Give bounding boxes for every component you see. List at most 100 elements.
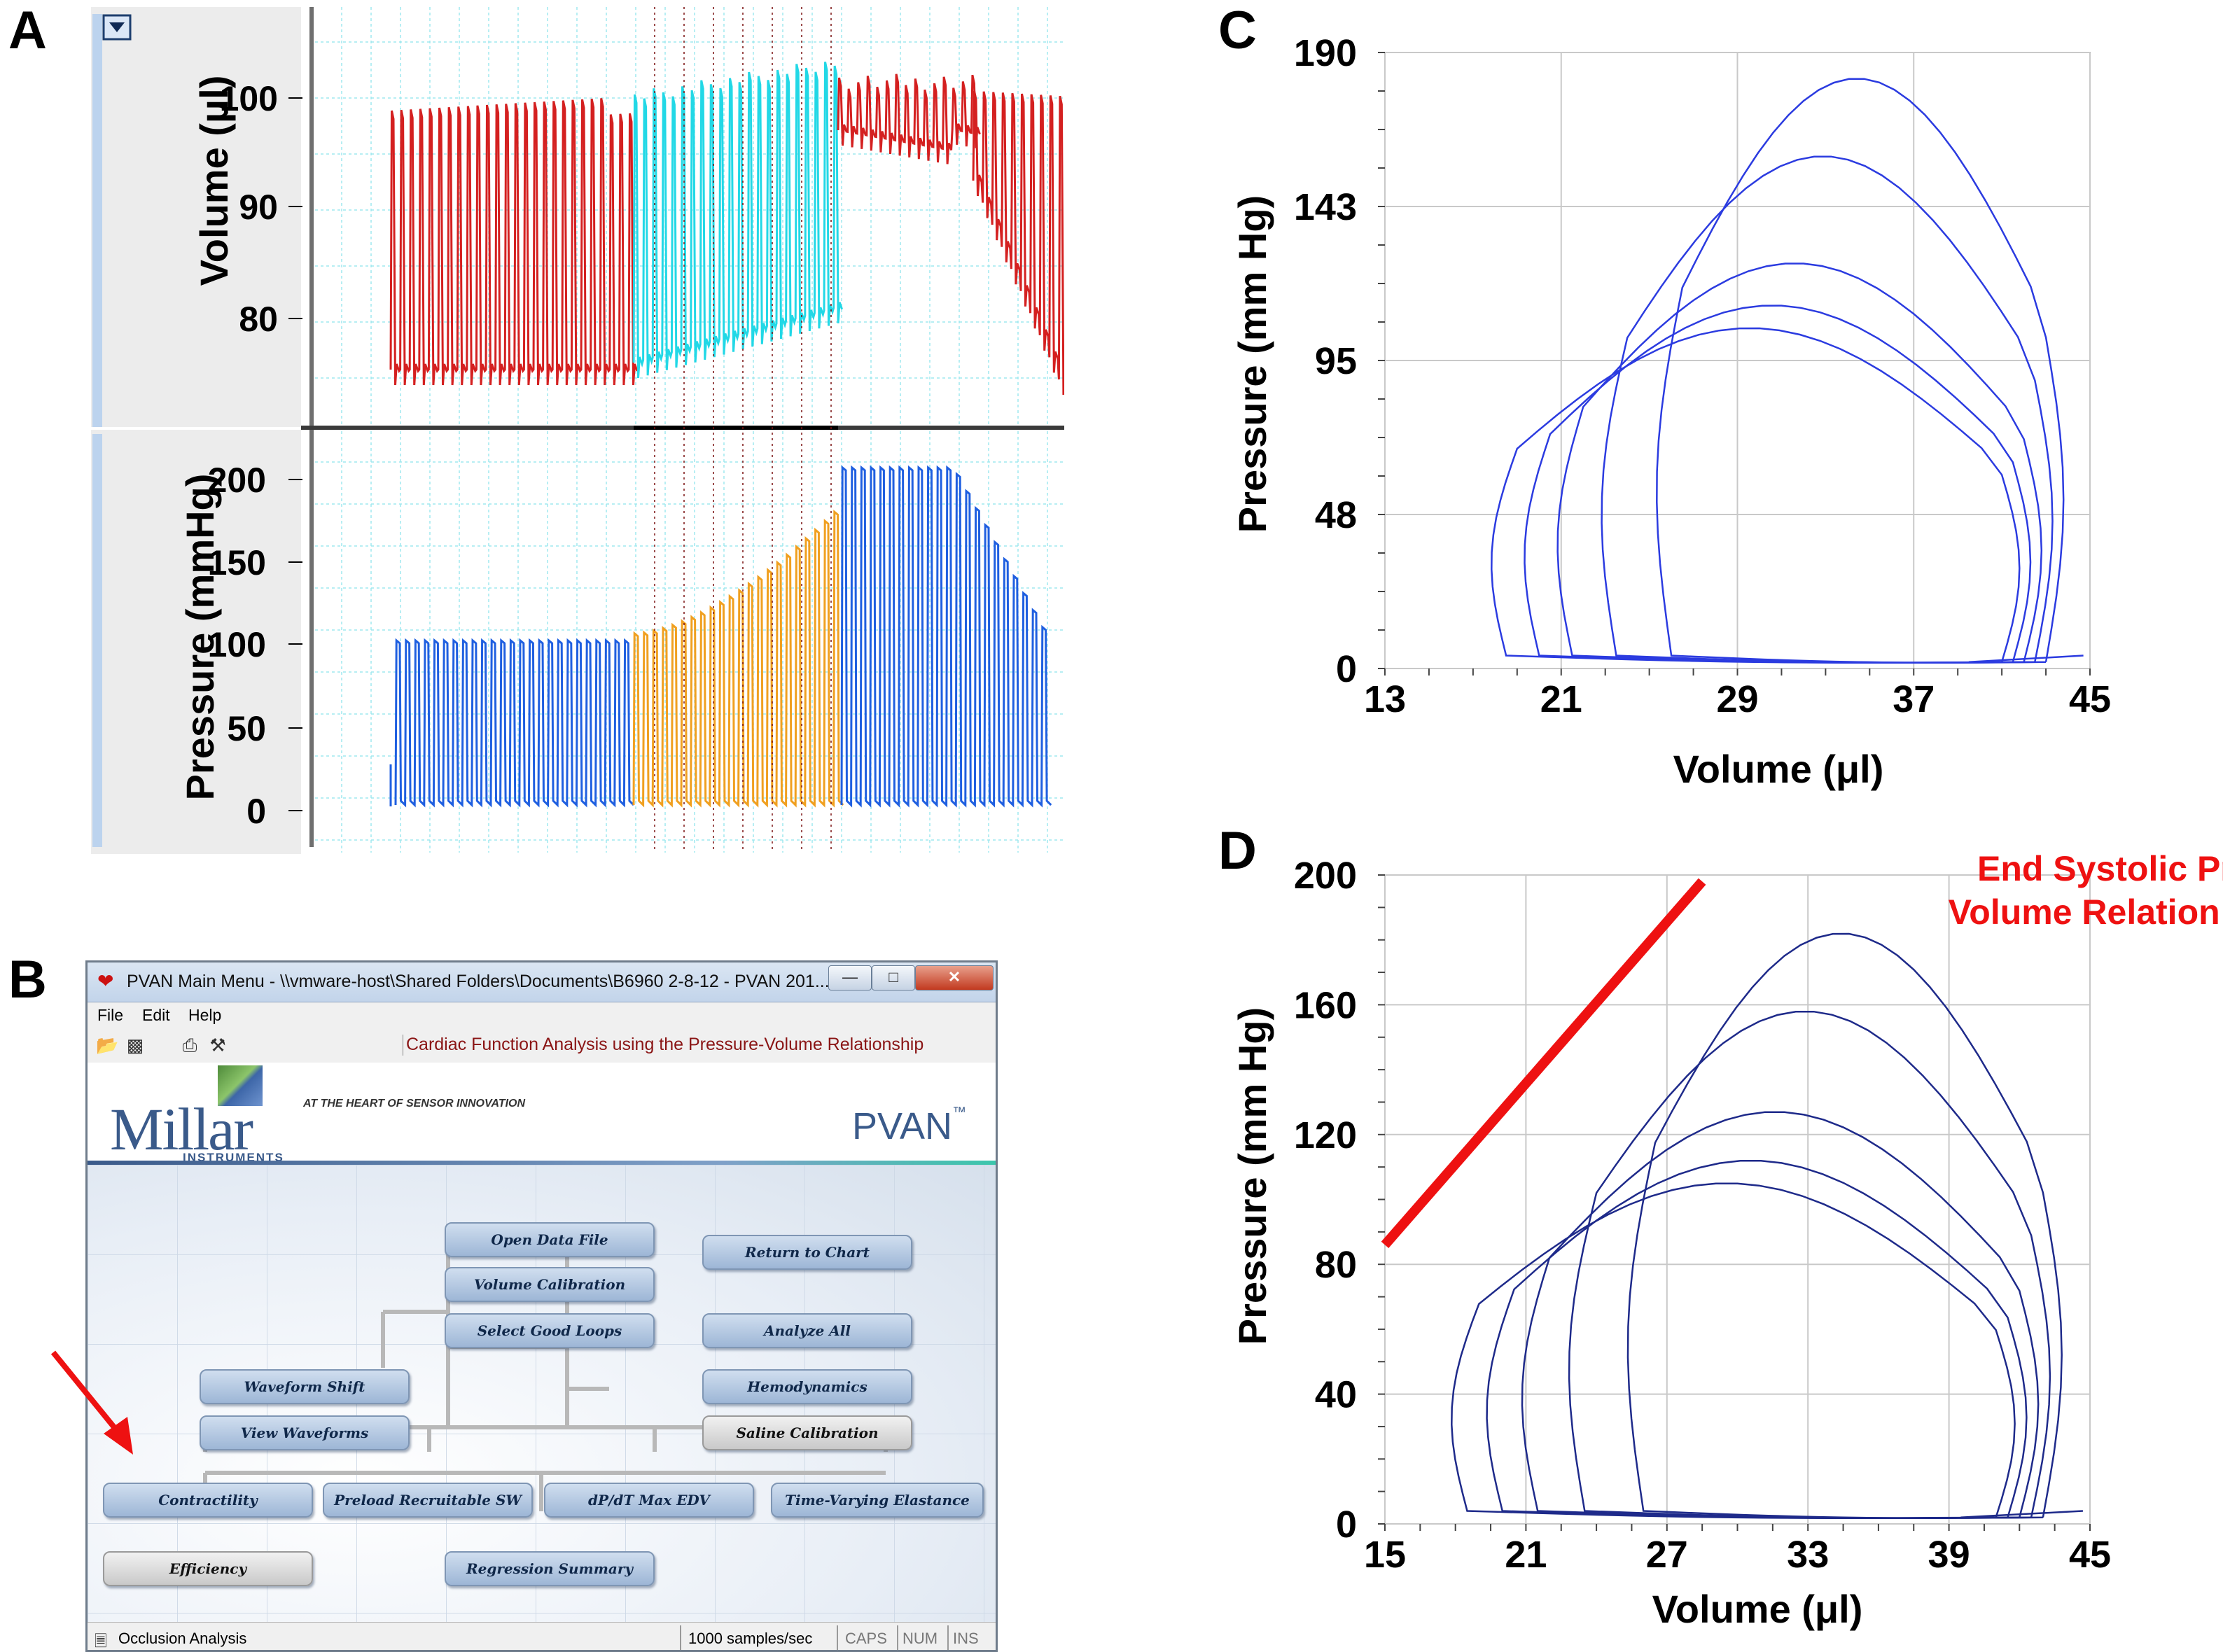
open-data-file-button[interactable]: Open Data File — [445, 1222, 655, 1257]
print-icon[interactable]: ⎙ — [182, 1035, 197, 1056]
pvan-main-menu-window: ❤ PVAN Main Menu - \\vmware-host\Shared … — [85, 960, 998, 1652]
x-tick-label: 45 — [2069, 678, 2111, 720]
volume-calibration-button[interactable]: Volume Calibration — [445, 1267, 655, 1302]
panel-label-d: D — [1218, 821, 1257, 881]
window-title: PVAN Main Menu - \\vmware-host\Shared Fo… — [127, 972, 830, 991]
x-tick-label: 39 — [1928, 1534, 1970, 1576]
analyze-all-button[interactable]: Analyze All — [702, 1313, 912, 1348]
y-tick-label: 0 — [1336, 648, 1357, 690]
chevron-down-icon[interactable] — [102, 14, 132, 41]
y-tick-label: 200 — [1294, 855, 1357, 897]
panel-label-a: A — [8, 1, 47, 60]
pv-loops-d — [1451, 932, 2083, 1519]
x-tick-label: 21 — [1540, 678, 1582, 720]
pressure-tick-label: 150 — [208, 543, 266, 582]
red-arrow-icon — [50, 1350, 133, 1455]
regression-summary-button[interactable]: Regression Summary — [445, 1551, 655, 1586]
saline-calibration-button[interactable]: Saline Calibration — [702, 1415, 912, 1450]
x-tick-label: 45 — [2069, 1534, 2111, 1576]
y-tick-label: 0 — [1336, 1504, 1357, 1546]
panel-label-c: C — [1218, 1, 1257, 60]
y-tick-label: 95 — [1315, 340, 1357, 382]
toolbar-description: Cardiac Function Analysis using the Pres… — [403, 1035, 996, 1056]
chart-d-xlabel: Volume (μl) — [1652, 1587, 1863, 1631]
heart-icon: ❤ — [97, 970, 114, 992]
time-varying-elastance-button[interactable]: Time-Varying Elastance — [771, 1483, 984, 1518]
pressure-tick-label: 0 — [246, 792, 266, 831]
x-tick-label: 15 — [1364, 1534, 1406, 1576]
product-title: PVAN — [852, 1105, 953, 1147]
y-tick-label: 48 — [1315, 494, 1357, 536]
select-good-loops-button[interactable]: Select Good Loops — [445, 1313, 655, 1348]
pressure-axis-label: Pressure (mmHg) — [178, 474, 222, 801]
hemodynamics-button[interactable]: Hemodynamics — [702, 1369, 912, 1404]
tools-icon[interactable]: ⚒ — [209, 1035, 226, 1056]
x-tick-label: 29 — [1716, 678, 1758, 720]
maximize-button[interactable]: □ — [872, 965, 915, 990]
status-mode: Occlusion Analysis — [118, 1630, 247, 1647]
chart-c-xlabel: Volume (μl) — [1673, 747, 1884, 791]
espvr-label-line2: Volume Relation (ESPVR) — [1949, 892, 2223, 932]
waveform-shift-button[interactable]: Waveform Shift — [200, 1369, 410, 1404]
pressure-tick-label: 50 — [227, 709, 266, 748]
y-tick-label: 143 — [1294, 186, 1357, 228]
menu-background: Open Data File Volume Calibration Select… — [88, 1165, 996, 1623]
pv-loop — [1556, 262, 2043, 664]
contractility-button[interactable]: Contractility — [103, 1483, 313, 1518]
open-folder-icon[interactable]: 📂 — [96, 1035, 119, 1056]
espvr-line-stroke — [1381, 878, 1706, 1248]
waveform-chart-panel: Volume (μl) Pressure (mmHg) 100 90 80 200 1… — [91, 7, 1064, 854]
panel-label-b: B — [8, 950, 47, 1009]
pressure-tick-label: 100 — [208, 625, 266, 664]
status-ins: INS — [953, 1630, 979, 1647]
pv-loop — [1521, 1111, 2040, 1519]
menu-help[interactable]: Help — [188, 1006, 222, 1024]
status-bar: 🗏 Occlusion Analysis 1000 samples/sec CA… — [88, 1622, 996, 1650]
pressure-label-area — [91, 430, 301, 854]
menu-file[interactable]: File — [97, 1006, 124, 1024]
pressure-trace-plot — [315, 430, 1063, 854]
close-button[interactable]: ✕ — [915, 965, 994, 990]
espvr-label-line1: End Systolic Pressure — [1977, 849, 2223, 888]
espvr-line — [1381, 878, 1706, 1248]
y-tick-label: 80 — [1315, 1244, 1357, 1286]
menu-edit[interactable]: Edit — [142, 1006, 170, 1024]
window-titlebar[interactable]: ❤ PVAN Main Menu - \\vmware-host\Shared … — [88, 962, 996, 1002]
chart-c-ylabel: Pressure (mm Hg) — [1230, 195, 1274, 533]
volume-tick-label: 100 — [220, 79, 278, 118]
pv-loop — [1626, 932, 2063, 1519]
y-tick-label: 120 — [1294, 1114, 1357, 1156]
view-waveforms-button[interactable]: View Waveforms — [200, 1415, 410, 1450]
preload-recruitable-sw-button[interactable]: Preload Recruitable SW — [323, 1483, 533, 1518]
pv-loop — [1568, 1010, 2051, 1519]
volume-tick-label: 80 — [239, 300, 278, 339]
minimize-button[interactable]: — — [828, 965, 872, 990]
volume-label-area — [91, 7, 301, 427]
y-tick-label: 160 — [1294, 984, 1357, 1026]
volume-tick-label: 90 — [239, 188, 278, 227]
x-tick-label: 37 — [1893, 678, 1935, 720]
efficiency-button[interactable]: Efficiency — [103, 1551, 313, 1586]
toolbar: 📂 ▩ ⎙ ⚒ Cardiac Function Analysis using … — [88, 1029, 996, 1063]
pressure-tick-label: 200 — [208, 461, 266, 500]
product-name: PVAN™ — [852, 1105, 966, 1148]
document-icon: 🗏 — [95, 1632, 107, 1650]
x-tick-label: 27 — [1646, 1534, 1688, 1576]
y-tick-label: 40 — [1315, 1374, 1357, 1416]
pv-loop-chart-d: Pressure (mm Hg) Volume (μl) End Systoli… — [1230, 849, 2223, 1631]
chart-d-ylabel: Pressure (mm Hg) — [1230, 1007, 1274, 1345]
dpdt-max-edv-button[interactable]: dP/dT Max EDV — [544, 1483, 754, 1518]
return-to-chart-button[interactable]: Return to Chart — [702, 1235, 912, 1270]
y-tick-label: 190 — [1294, 32, 1357, 74]
volume-trace-plot — [315, 7, 1064, 426]
pv-loops-c — [1491, 78, 2084, 664]
brand-stripe — [88, 1161, 996, 1165]
save-icon[interactable]: ▩ — [126, 1035, 144, 1056]
volume-axis-label: Volume (μl) — [192, 76, 236, 286]
x-tick-label: 21 — [1505, 1534, 1547, 1576]
status-num: NUM — [903, 1630, 938, 1647]
pv-loop-chart-c: Pressure (mm Hg) Volume (μl) 190 143 95 48 0… — [1230, 32, 2111, 791]
brand-header: Millar INSTRUMENTS AT THE HEART OF SENSO… — [88, 1063, 996, 1165]
brand-name: Millar — [110, 1096, 253, 1163]
main-menu-canvas: Millar INSTRUMENTS AT THE HEART OF SENSO… — [88, 1063, 996, 1623]
